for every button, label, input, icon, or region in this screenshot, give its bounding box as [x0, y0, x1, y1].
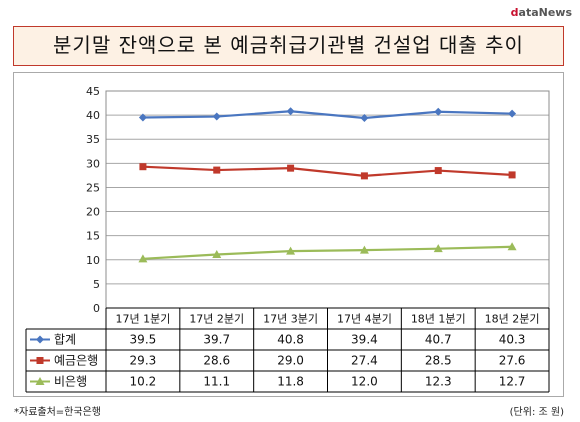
x-tick-label: 17년 4분기 — [337, 313, 392, 326]
chart-frame: 0 5 10 15 20 25 30 35 40 45 17년 1분기 17년 2분기 17년 3분기 1… — [13, 72, 564, 397]
y-tick-label: 15 — [86, 230, 100, 243]
x-tick-label: 18년 2분기 — [485, 313, 540, 326]
legend-marker — [36, 335, 44, 344]
y-tick-label: 5 — [93, 278, 100, 291]
table-value: 39.5 — [130, 333, 157, 347]
data-point — [213, 166, 221, 174]
x-tick-label: 17년 1분기 — [115, 313, 170, 326]
legend-marker — [36, 357, 44, 364]
data-point — [212, 249, 222, 258]
x-tick-label: 17년 2분기 — [189, 313, 244, 326]
table-value: 40.3 — [499, 333, 526, 347]
series-line — [142, 110, 513, 120]
y-tick-label: 40 — [86, 109, 100, 122]
y-tick-label: 0 — [93, 302, 100, 315]
series-line — [142, 245, 513, 260]
legend-label: 예금은행 — [54, 353, 98, 368]
series-line — [142, 165, 513, 177]
table-value: 11.1 — [203, 375, 230, 389]
table-value: 12.7 — [499, 375, 526, 389]
y-tick-label: 30 — [86, 157, 100, 170]
table-value: 27.4 — [351, 354, 378, 368]
data-point — [287, 164, 295, 172]
data-point — [433, 244, 443, 253]
data-point — [360, 172, 368, 180]
y-tick-label: 25 — [86, 181, 100, 194]
y-tick-label: 45 — [86, 85, 100, 98]
y-tick-label: 10 — [86, 254, 100, 267]
table-value: 11.8 — [277, 375, 304, 389]
data-point — [359, 245, 369, 254]
table-value: 39.4 — [351, 333, 378, 347]
legend-label: 비은행 — [54, 374, 87, 389]
table-value: 29.0 — [277, 354, 304, 368]
chart-title: 분기말 잔액으로 본 예금취급기관별 건설업 대출 추이 — [13, 26, 564, 66]
source-note: *자료출처=한국은행 — [14, 407, 101, 418]
table-value: 12.3 — [425, 375, 452, 389]
data-point — [212, 112, 221, 121]
table-value: 12.0 — [351, 375, 378, 389]
data-point — [286, 107, 295, 116]
table-value: 40.8 — [277, 333, 304, 347]
table-value: 28.5 — [425, 354, 452, 368]
data-point — [434, 107, 443, 116]
line-chart: 0 5 10 15 20 25 30 35 40 45 17년 1분기 17년 2분기 17년 3분기 1… — [25, 85, 550, 393]
table-value: 39.7 — [203, 333, 230, 347]
legend-label: 합계 — [54, 333, 76, 347]
data-point — [360, 114, 369, 123]
data-point — [508, 109, 517, 118]
plot-area-border — [105, 90, 550, 309]
data-point — [138, 254, 148, 263]
table-value: 40.7 — [425, 333, 452, 347]
data-point — [434, 167, 442, 175]
datanews-logo: dataNews — [510, 6, 572, 19]
table-value: 28.6 — [203, 354, 230, 368]
legend-marker — [35, 377, 45, 385]
data-point — [139, 163, 147, 171]
data-point — [508, 171, 516, 179]
table-value: 27.6 — [499, 354, 526, 368]
data-point — [138, 113, 147, 122]
y-tick-label: 20 — [86, 206, 100, 219]
data-point — [507, 242, 517, 251]
data-point — [286, 246, 296, 255]
table-value: 10.2 — [130, 375, 157, 389]
table-value: 29.3 — [130, 354, 157, 368]
unit-note: (단위: 조 원) — [509, 407, 564, 418]
x-tick-label: 18년 1분기 — [411, 313, 466, 326]
y-tick-label: 35 — [86, 133, 100, 146]
x-tick-label: 17년 3분기 — [263, 313, 318, 326]
